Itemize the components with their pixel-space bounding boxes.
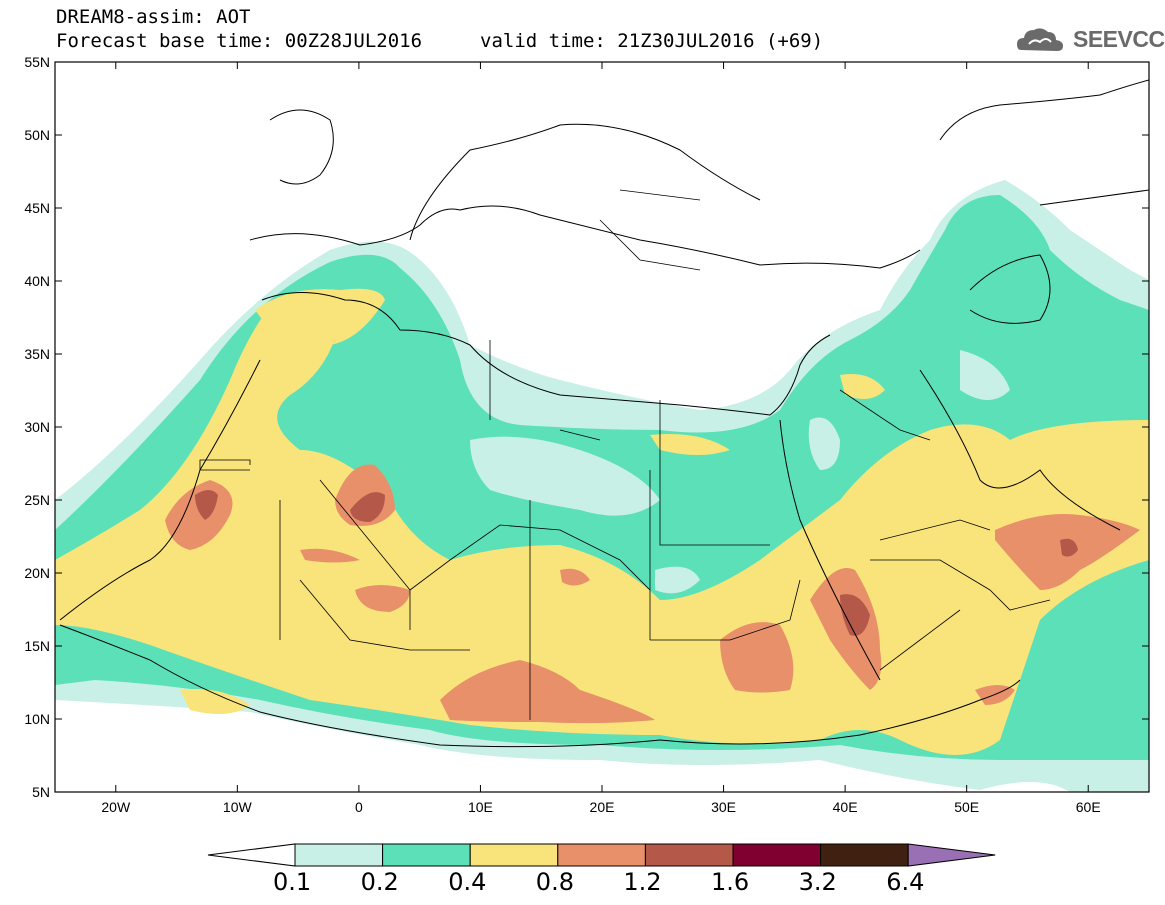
cloud-icon: [1017, 28, 1063, 51]
lat-label: 35N: [24, 346, 50, 362]
colorbar-swatch: [644, 843, 734, 867]
forecast-base-time: Forecast base time: 00Z28JUL2016: [56, 30, 423, 52]
colorbar-arrow-low: [207, 843, 296, 867]
lat-labels: 55N 50N 45N 40N 35N 30N 25N 20N 15N 10N 5N: [24, 54, 50, 800]
lat-label: 45N: [24, 200, 50, 216]
axis-ticks: [55, 61, 1149, 793]
lon-label: 40E: [833, 799, 858, 815]
lat-label: 25N: [24, 492, 50, 508]
lon-label: 30E: [711, 799, 736, 815]
lon-label: 50E: [954, 799, 979, 815]
coastlines: [59, 79, 1149, 748]
valid-time: valid time: 21Z30JUL2016 (+69): [480, 30, 824, 52]
borders: [199, 189, 1051, 720]
lat-label: 20N: [24, 565, 50, 581]
colorbar-arrow-high: [907, 843, 996, 867]
lat-label: 5N: [32, 784, 50, 800]
colorbar-swatch: [820, 843, 909, 867]
colorbar-level-label: 3.2: [798, 868, 837, 896]
lon-label: 10E: [468, 799, 493, 815]
lat-label: 40N: [24, 273, 50, 289]
colorbar-level-label: 0.4: [448, 868, 487, 896]
lat-label: 10N: [24, 711, 50, 727]
logo-text: SEEVCCC: [1073, 26, 1165, 52]
lat-label: 15N: [24, 638, 50, 654]
lon-label: 0: [355, 799, 363, 815]
colorbar-swatch: [382, 843, 471, 867]
colorbar-level-label: 6.4: [886, 868, 925, 896]
colorbar-swatch: [557, 843, 646, 867]
lon-label: 20E: [590, 799, 615, 815]
lon-label: 10W: [223, 799, 253, 815]
colorbar-level-label: 1.2: [623, 868, 662, 896]
colorbar-swatch: [469, 843, 559, 867]
colorbar-level-label: 0.1: [273, 868, 312, 896]
colorbar-swatch: [732, 843, 822, 867]
colorbar-level-label: 0.2: [360, 868, 399, 896]
lat-label: 30N: [24, 419, 50, 435]
colorbar-level-label: 1.6: [711, 868, 750, 896]
lat-label: 50N: [24, 127, 50, 143]
lon-label: 60E: [1076, 799, 1101, 815]
lon-label: 20W: [101, 799, 131, 815]
lat-label: 55N: [24, 54, 50, 70]
lon-labels: 20W 10W 0 10E 20E 30E 40E 50E 60E: [101, 799, 1100, 815]
colorbar: [207, 843, 996, 867]
aot-band-1.2: [195, 490, 218, 520]
colorbar-level-label: 0.8: [535, 868, 574, 896]
chart-title: DREAM8-assim: AOT: [56, 6, 251, 28]
colorbar-swatch: [294, 843, 384, 867]
aot-field: [55, 180, 1149, 792]
